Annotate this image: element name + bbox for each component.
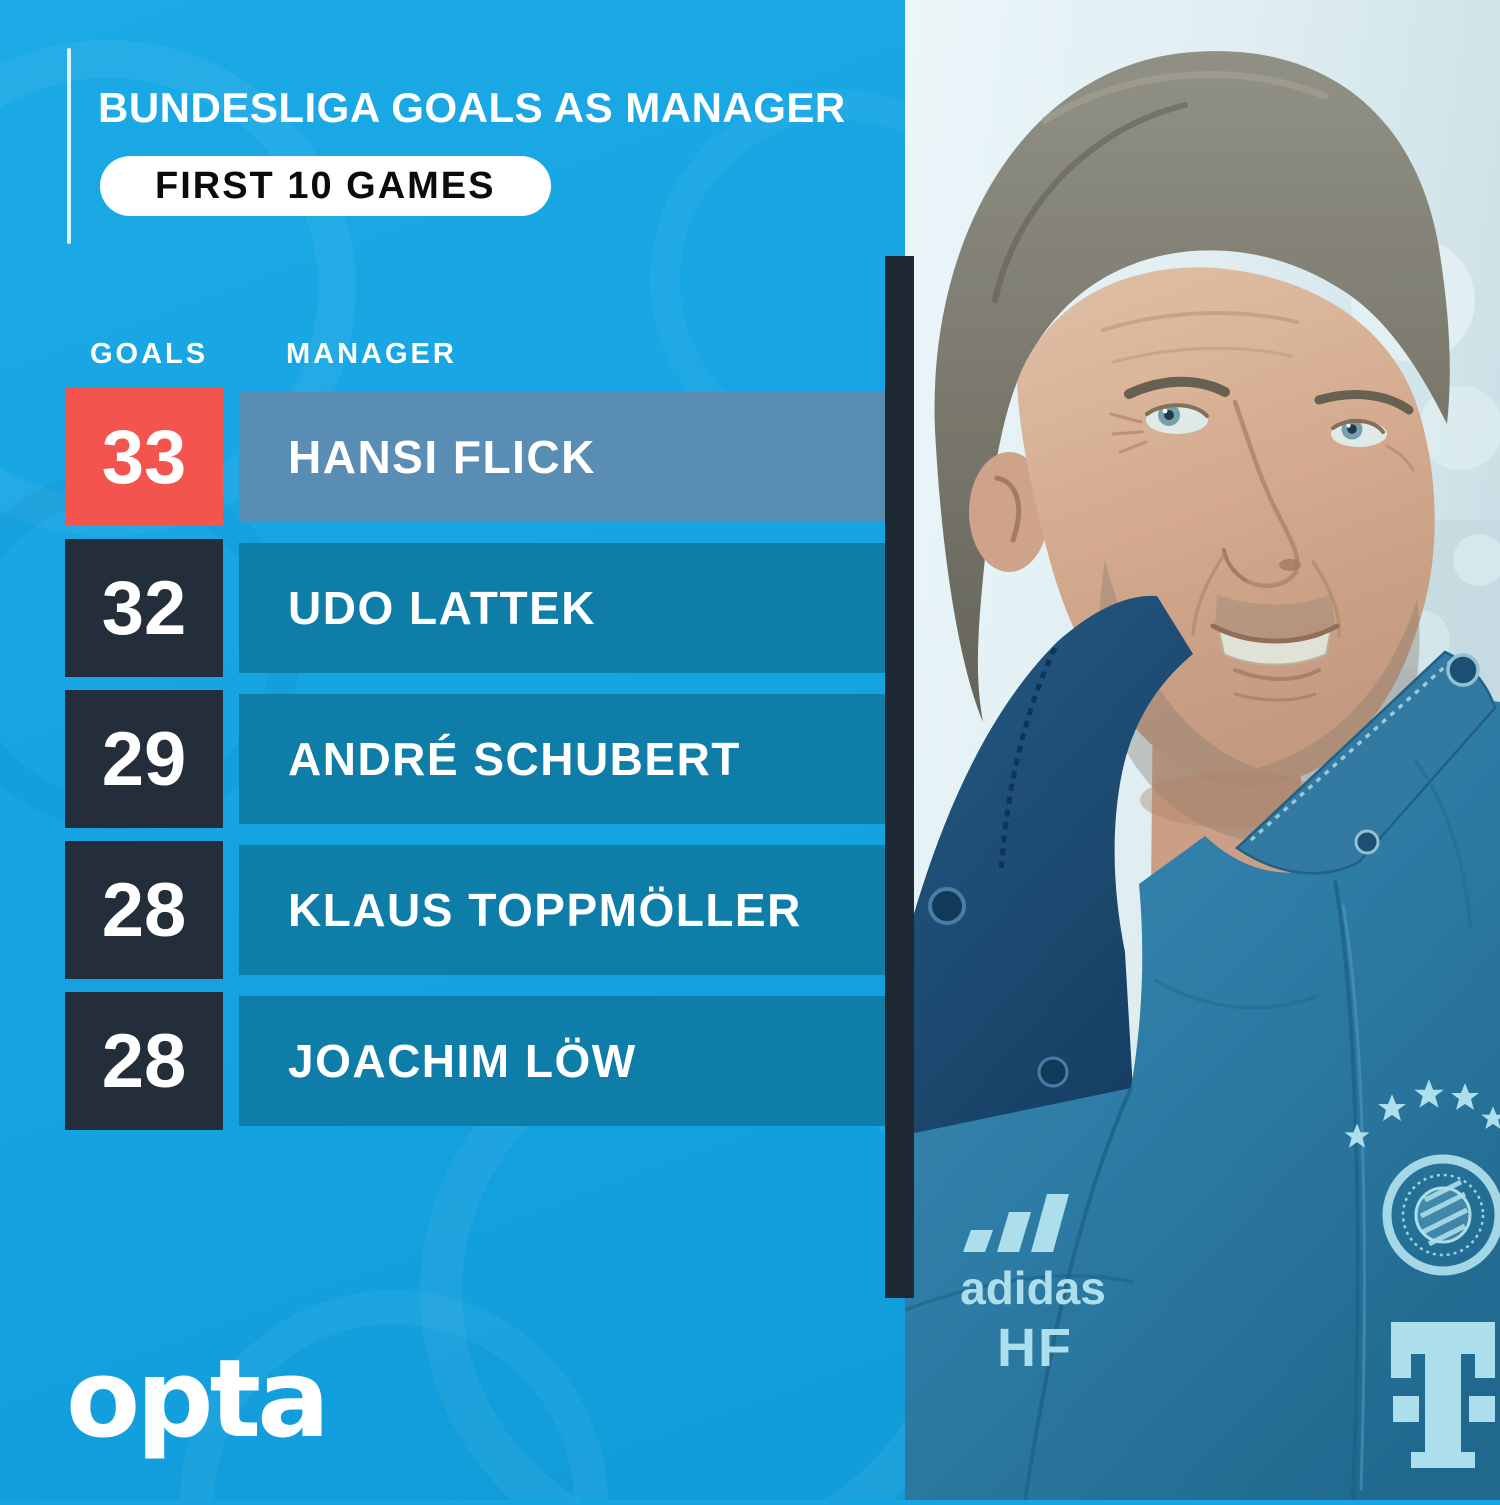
jacket: [904, 595, 1500, 1501]
goals-cell: 28: [65, 992, 223, 1130]
table-row: 33 HANSI FLICK: [65, 388, 890, 526]
manager-bar: JOACHIM LÖW: [239, 996, 885, 1126]
table-row: 29 ANDRÉ SCHUBERT: [65, 690, 890, 828]
column-header-manager: MANAGER: [286, 338, 457, 370]
goals-cell: 28: [65, 841, 223, 979]
photo-panel: adidas HF: [904, 0, 1500, 1501]
subtitle-badge: FIRST 10 GAMES: [100, 156, 551, 216]
manager-label: UDO LATTEK: [288, 582, 597, 634]
bokeh-light: [1453, 534, 1500, 586]
smile: [1210, 623, 1340, 702]
eye-right: [1331, 418, 1387, 447]
manager-label: KLAUS TOPPMÖLLER: [288, 884, 802, 936]
goals-cell: 32: [65, 539, 223, 677]
manager-bar: KLAUS TOPPMÖLLER: [239, 845, 885, 975]
goals-cell: 29: [65, 690, 223, 828]
table-row: 32 UDO LATTEK: [65, 539, 890, 677]
table-row: 28 JOACHIM LÖW: [65, 992, 890, 1130]
photo-tint-overlay: [905, 0, 1500, 1500]
table-row: 28 KLAUS TOPPMÖLLER: [65, 841, 890, 979]
telekom-logo-icon: [1391, 1322, 1495, 1468]
shadow-strip: [885, 256, 914, 1298]
eye-left: [1145, 403, 1209, 434]
adidas-logo-icon: [963, 1194, 1069, 1252]
goals-cell: 33: [65, 388, 223, 526]
infographic-panel: BUNDESLIGA GOALS AS MANAGER FIRST 10 GAM…: [0, 0, 905, 1500]
bayern-crest-icon: [1382, 1154, 1500, 1276]
manager-bar: ANDRÉ SCHUBERT: [239, 694, 885, 824]
manager-label: HANSI FLICK: [288, 431, 596, 483]
column-header-goals: GOALS: [90, 338, 209, 370]
adidas-wordmark: adidas: [960, 1262, 1106, 1314]
opta-logo: opta: [66, 1337, 330, 1462]
bayern-stars-icon: [1344, 1079, 1500, 1148]
title-accent-line: [67, 48, 71, 244]
portrait-illustration: adidas HF: [904, 0, 1500, 1501]
manager-bar: HANSI FLICK: [239, 392, 885, 522]
manager-bar: UDO LATTEK: [239, 543, 885, 673]
manager-label: JOACHIM LÖW: [288, 1035, 637, 1087]
jacket-initials: HF: [997, 1318, 1073, 1378]
page-title: BUNDESLIGA GOALS AS MANAGER: [98, 84, 846, 131]
manager-label: ANDRÉ SCHUBERT: [288, 733, 741, 785]
ranking-rows: 33 HANSI FLICK 32 UDO LATTEK 29 ANDRÉ SC…: [65, 388, 890, 1143]
